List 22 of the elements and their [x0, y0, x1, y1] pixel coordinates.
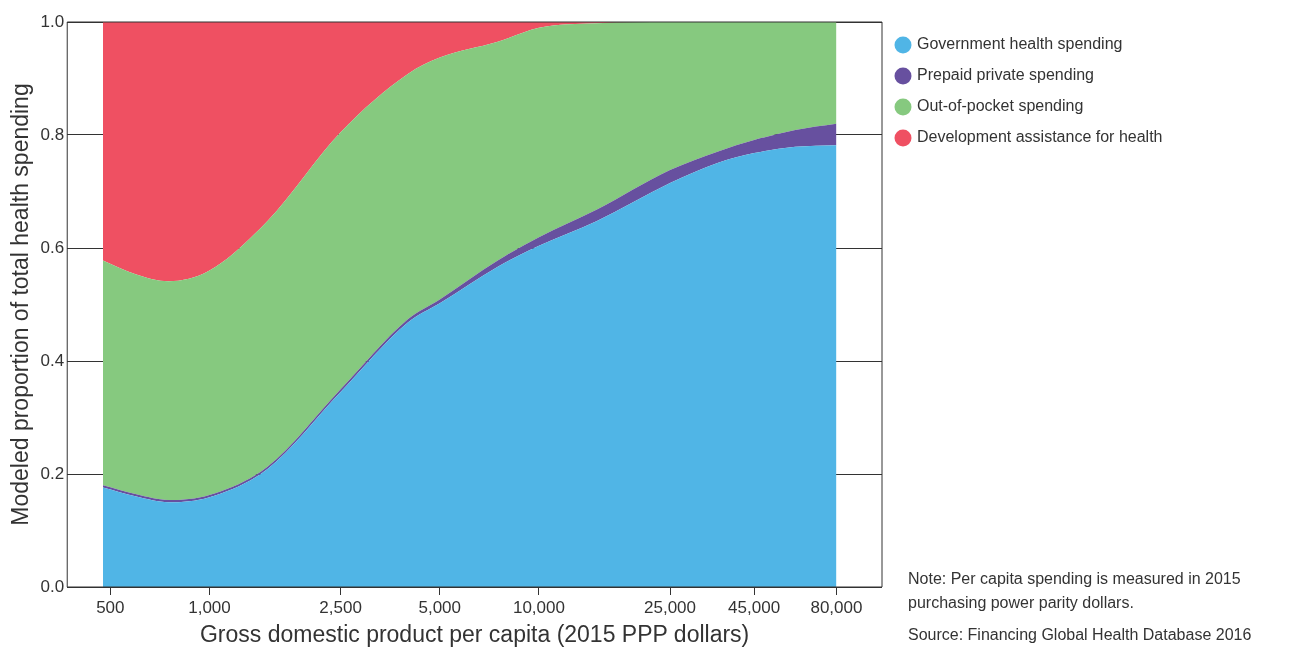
legend-label: Government health spending	[917, 35, 1123, 53]
x-tick-label: 500	[96, 597, 125, 617]
x-tick-label: 2,500	[319, 597, 362, 617]
text: Note: Per capita spending is measured in 2015 purchasing power parity dollars.	[908, 570, 1241, 611]
legend-label: Prepaid private spending	[917, 66, 1095, 84]
x-tick-label: 80,000	[810, 597, 863, 617]
x-tick-label: 45,000	[728, 597, 781, 617]
y-tick-label: 0.6	[40, 237, 65, 257]
y-tick-label: 0.2	[40, 463, 65, 483]
source-note: Source: Financing Global Health Database 2016	[908, 626, 1252, 643]
y-tick-label: 0.4	[40, 350, 65, 370]
legend-label: Development assistance for health	[917, 128, 1163, 146]
x-tick-label: 10,000	[512, 597, 565, 617]
y-tick-label: 1.0	[40, 11, 65, 31]
x-tick-label: 5,000	[418, 597, 462, 617]
y-axis-title: Modeled proportion of total health spending	[7, 83, 34, 526]
x-axis-title: Gross domestic product per capita (2015 PPP dollars)	[199, 620, 750, 647]
y-tick-label: 0.0	[40, 576, 65, 596]
legend-label: Out-of-pocket spending	[917, 97, 1084, 115]
x-tick-label: 25,000	[644, 597, 697, 617]
x-tick-label: 1,000	[188, 597, 231, 617]
y-tick-label: 0.8	[40, 124, 65, 144]
